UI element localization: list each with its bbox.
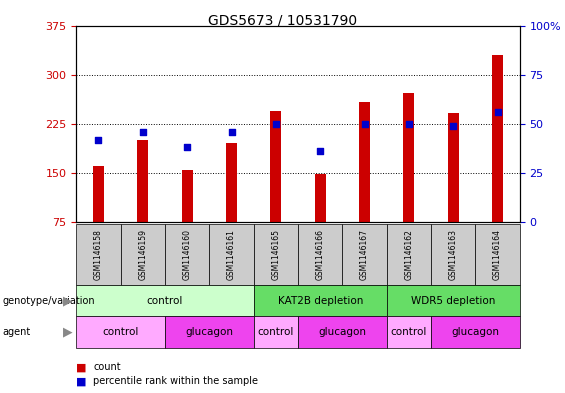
Text: control: control [258,327,294,337]
Text: GSM1146159: GSM1146159 [138,229,147,280]
Bar [93,166,104,222]
Point [138,129,147,135]
Text: glucagon: glucagon [319,327,366,337]
Bar [76,224,121,285]
Point [227,129,236,135]
Bar [121,224,165,285]
Bar [359,102,370,222]
Bar [210,224,254,285]
Text: ▶: ▶ [63,294,72,307]
Text: ■: ■ [76,362,87,373]
Text: GSM1146160: GSM1146160 [182,229,192,280]
Bar [431,316,520,348]
Bar [403,93,415,222]
Point [449,123,458,129]
Bar [447,113,459,222]
Bar [476,224,520,285]
Bar [298,224,342,285]
Bar [226,143,237,222]
Text: GSM1146165: GSM1146165 [271,229,280,280]
Bar [342,224,387,285]
Text: GSM1146167: GSM1146167 [360,229,369,280]
Bar [492,55,503,222]
Bar [387,224,431,285]
Text: KAT2B depletion: KAT2B depletion [277,296,363,306]
Bar [270,111,281,222]
Text: GSM1146158: GSM1146158 [94,229,103,280]
Bar [431,224,476,285]
Bar [254,224,298,285]
Text: GSM1146162: GSM1146162 [405,229,414,280]
Bar [76,285,254,316]
Bar [254,316,298,348]
Text: GSM1146161: GSM1146161 [227,229,236,280]
Text: control: control [147,296,183,306]
Bar [387,285,520,316]
Text: GDS5673 / 10531790: GDS5673 / 10531790 [208,14,357,28]
Bar [137,140,149,222]
Bar [76,316,165,348]
Text: control: control [391,327,427,337]
Text: genotype/variation: genotype/variation [3,296,95,306]
Text: ▶: ▶ [63,325,72,339]
Text: GSM1146164: GSM1146164 [493,229,502,280]
Point [182,144,192,151]
Text: glucagon: glucagon [185,327,233,337]
Text: ■: ■ [76,376,87,386]
Bar [165,224,210,285]
Text: WDR5 depletion: WDR5 depletion [411,296,496,306]
Bar [298,316,387,348]
Point [405,121,414,127]
Text: glucagon: glucagon [451,327,499,337]
Text: control: control [102,327,139,337]
Bar [387,316,431,348]
Bar [165,316,254,348]
Bar [181,170,193,222]
Point [316,148,325,154]
Point [271,121,280,127]
Text: agent: agent [3,327,31,337]
Text: percentile rank within the sample: percentile rank within the sample [93,376,258,386]
Text: GSM1146163: GSM1146163 [449,229,458,280]
Text: GSM1146166: GSM1146166 [316,229,325,280]
Bar [254,285,387,316]
Text: count: count [93,362,121,373]
Point [94,136,103,143]
Point [493,109,502,115]
Point [360,121,369,127]
Bar [315,174,326,222]
